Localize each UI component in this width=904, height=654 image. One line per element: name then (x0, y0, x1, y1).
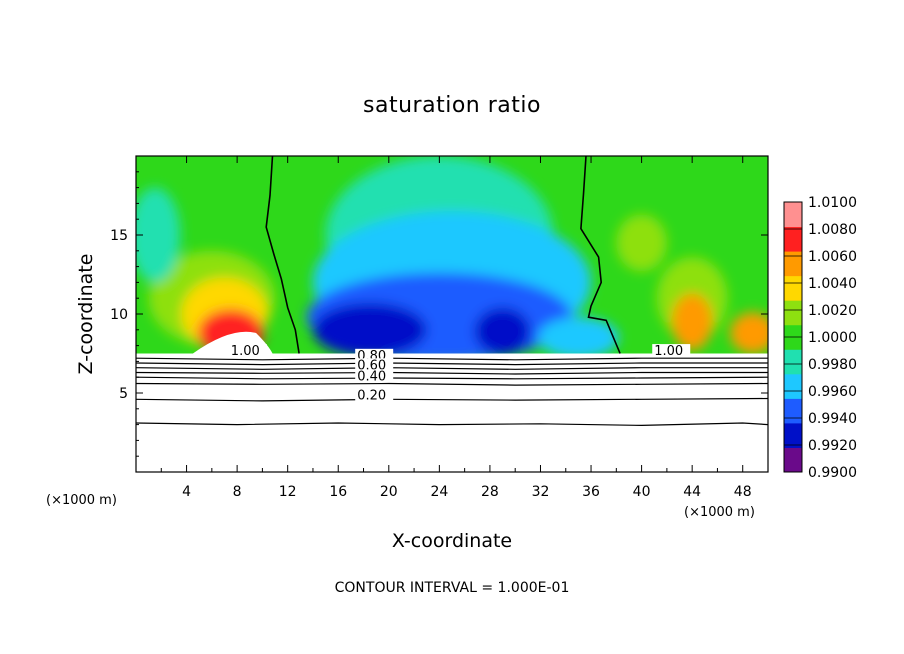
y-tick-label-10: 10 (110, 307, 128, 323)
colorbar-swatch-0 (784, 447, 802, 473)
contour-label-4: 0.40 (357, 369, 386, 384)
field-blob-11 (730, 312, 768, 354)
colorbar-label-10: 1.0100 (808, 195, 857, 211)
x-tick-label-8: 8 (233, 484, 242, 500)
contour-line-2 (136, 357, 768, 361)
contour-interval-note: CONTOUR INTERVAL = 1.000E-01 (335, 580, 570, 596)
field-blob-5 (537, 317, 619, 359)
x-tick-label-36: 36 (582, 484, 600, 500)
x-tick-label-12: 12 (279, 484, 297, 500)
colorbar-label-4: 0.9980 (808, 357, 857, 373)
colorbar-swatch-1 (784, 422, 802, 448)
colorbar: 0.9900 0.9920 0.9940 0.9960 0.9980 1.0000 1.00… (783, 195, 857, 481)
contour-label-bg-0 (228, 344, 267, 358)
colorbar-label-6: 1.0020 (808, 303, 857, 319)
y-axis-label: Z-coordinate (75, 254, 97, 375)
contour-label-bg-5 (355, 388, 394, 402)
contour-label-5: 0.20 (357, 388, 386, 403)
colorbar-swatch-10 (784, 202, 802, 228)
contour-lines (136, 156, 768, 427)
contour-label-bg-1 (652, 344, 691, 358)
y-tick-label-5: 5 (119, 386, 128, 402)
x-tick-label-48: 48 (734, 484, 752, 500)
colorbar-label-5: 1.0000 (808, 330, 857, 346)
colorbar-label-8: 1.0060 (808, 249, 857, 265)
x-tick-label-32: 32 (532, 484, 550, 500)
x-tick-label-28: 28 (481, 484, 499, 500)
x-unit-label-right: (×1000 m) (684, 505, 755, 520)
colorbar-label-0: 0.9900 (808, 465, 857, 481)
colorbar-label-3: 0.9960 (808, 384, 857, 400)
field-blob-13 (136, 187, 181, 283)
contour-label-bg-4 (355, 369, 394, 383)
contour-line-7 (136, 382, 768, 386)
contour-line-6 (136, 376, 768, 380)
contour-label-bg-3 (355, 358, 394, 372)
colorbar-label-1: 0.9920 (808, 438, 857, 454)
y-tick-label-15: 15 (110, 228, 128, 244)
plot-area: 1.00 1.000.800.600.400.20 (136, 156, 768, 472)
x-tick-label-20: 20 (380, 484, 398, 500)
colorbar-label-7: 1.0040 (808, 276, 857, 292)
x-tick-label-4: 4 (182, 484, 191, 500)
colorbar-swatch-9 (784, 226, 802, 252)
colorbar-swatch-6 (784, 300, 802, 326)
contour-line-3 (136, 362, 768, 366)
contour-line-5 (136, 371, 768, 375)
x-tick-label-40: 40 (633, 484, 651, 500)
x-tick-label-24: 24 (430, 484, 448, 500)
contour-line-1 (580, 156, 621, 354)
x-axis: 4 8 12 16 20 24 28 32 36 40 44 48 (160, 156, 752, 500)
colorbar-swatch-8 (784, 251, 802, 277)
field-blob-4 (474, 307, 531, 356)
contour-label-1: 1.00 (654, 344, 683, 359)
colorbar-swatch-2 (784, 398, 802, 424)
x-tick-label-16: 16 (329, 484, 347, 500)
field-blob-12 (616, 214, 667, 272)
x-unit-label-left: (×1000 m) (46, 493, 117, 508)
contour-line-9 (136, 422, 768, 427)
contour-line-0 (265, 156, 300, 354)
contour-line-8 (136, 397, 768, 402)
contour-label-0: 1.00 (231, 344, 260, 359)
colorbar-label-9: 1.0080 (808, 222, 857, 238)
field-blobs (136, 156, 768, 362)
saturation-field (136, 156, 768, 472)
field-blob-10 (671, 293, 713, 351)
y-axis: 5 10 15 (110, 171, 768, 457)
colorbar-swatch-3 (784, 373, 802, 399)
colorbar-swatch-4 (784, 349, 802, 375)
x-tick-label-44: 44 (683, 484, 701, 500)
colorbar-label-2: 0.9940 (808, 411, 857, 427)
sub-cloud-region (136, 353, 768, 472)
colorbar-swatch-7 (784, 275, 802, 301)
chart-title: saturation ratio (363, 93, 541, 118)
x-axis-label: X-coordinate (392, 530, 512, 552)
field-blob-3 (312, 302, 427, 357)
contour-line-4 (136, 367, 768, 370)
contour-labels: 1.00 1.000.800.600.400.20 (228, 344, 691, 403)
